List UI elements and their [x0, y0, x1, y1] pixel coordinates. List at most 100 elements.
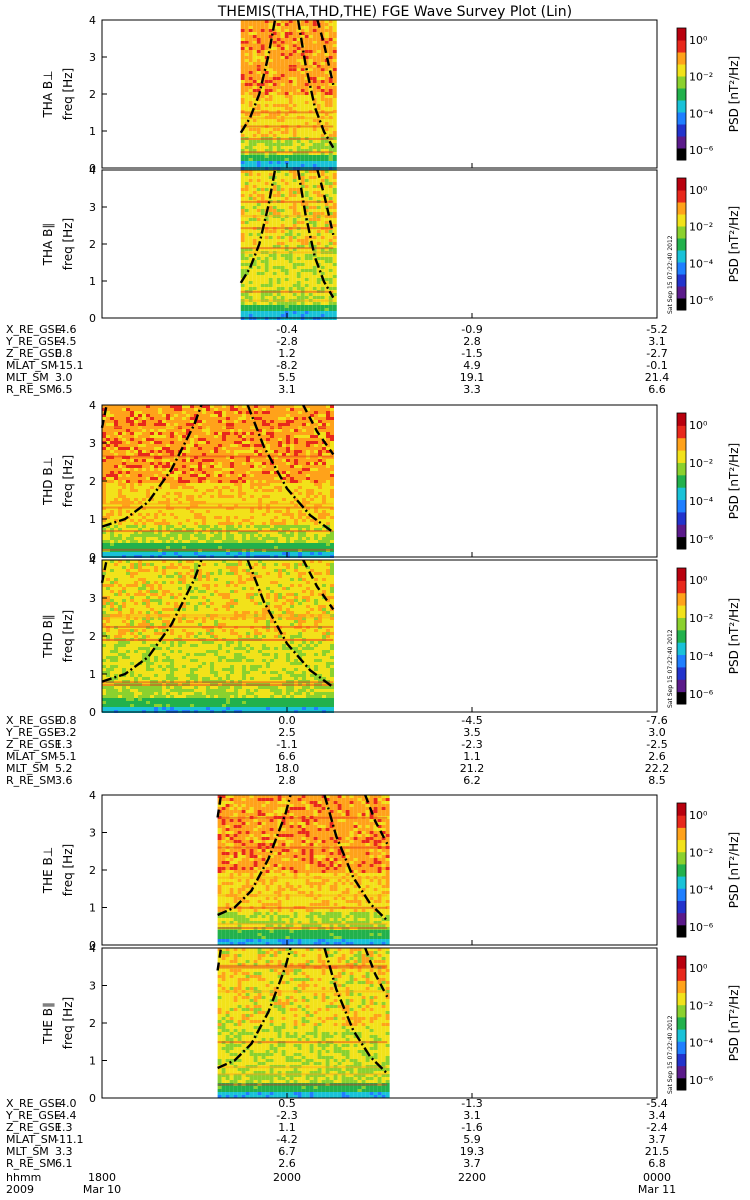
- colorbar-swatch: [677, 900, 686, 914]
- harmonic-streak: [217, 1073, 388, 1076]
- ephemeris-value: 3.1: [463, 1109, 481, 1122]
- colorbar: 10⁰ 10⁻² 10⁻⁴ 10⁻⁶ PSD [nT²/Hz]: [676, 27, 741, 161]
- colorbar-swatch: [677, 112, 686, 125]
- y-tick-label: 1: [89, 275, 96, 288]
- colorbar-tick-label: 10⁻⁴: [689, 650, 714, 663]
- panel-ylabel: THA B∥: [41, 223, 55, 267]
- colorbar-tick-label: 10⁰: [689, 184, 708, 197]
- harmonic-streak: [217, 964, 388, 967]
- spectrogram-panel: 0 1 2 3 4 THA B⊥ freq [Hz] 10⁰ 10⁻² 10⁻⁴ 10⁻⁶ PSD […: [41, 14, 741, 175]
- ephemeris-value: -2.7: [646, 347, 667, 360]
- colorbar-swatch: [677, 642, 686, 656]
- colorbar-swatch: [677, 178, 686, 191]
- harmonic-streak: [240, 251, 334, 254]
- harmonic-streak: [102, 530, 334, 533]
- timestamp-stamp: Sat Sep 15 07:22:40 2012: [667, 235, 674, 314]
- resonance-curve: [246, 404, 335, 534]
- spectrogram-panel: 0 1 2 3 4 THA B∥ freq [Hz] 10⁰ 10⁻² 10⁻⁴ 10⁻⁶ PSD […: [41, 164, 741, 325]
- colorbar-label: PSD [nT²/Hz]: [727, 832, 741, 908]
- colorbar-swatch: [677, 487, 686, 501]
- colorbar-swatch: [677, 100, 686, 113]
- ephemeris-row-label: Y_RE_GSE: [5, 335, 61, 348]
- panel-freq-label: freq [Hz]: [61, 997, 75, 1049]
- time-axis-year: 2009: [6, 1183, 34, 1196]
- ephemeris-value: 18.0: [275, 762, 300, 775]
- colorbar-frame: [676, 177, 687, 311]
- ephemeris-value: 1.2: [278, 347, 296, 360]
- ephemeris-row-label: MLT_SM: [6, 1145, 49, 1158]
- ephemeris-row-label: X_RE_GSE: [6, 714, 62, 727]
- resonance-curve: [101, 404, 203, 528]
- colorbar-tick-label: 10⁻⁴: [689, 495, 714, 508]
- harmonic-streak: [217, 922, 388, 925]
- ephemeris-value: -2.8: [276, 335, 297, 348]
- ephemeris-value: -1.3: [461, 1097, 482, 1110]
- harmonic-streak: [102, 625, 334, 628]
- colorbar-swatch: [677, 202, 686, 215]
- colorbar-swatch: [677, 250, 686, 263]
- harmonic-streak: [240, 299, 334, 302]
- ephemeris-value: 8.5: [648, 774, 666, 787]
- harmonic-streak: [240, 66, 334, 69]
- ephemeris-table: X_RE_GSE-0.8 0.0 -4.5 -7.6 Y_RE_GSE-3.2 2.5 3.…: [5, 714, 669, 787]
- colorbar-swatch: [677, 1004, 686, 1018]
- harmonic-streak: [217, 876, 388, 879]
- colorbar-swatch: [677, 40, 686, 53]
- y-tick-label: 0: [89, 1092, 96, 1105]
- colorbar: 10⁰ 10⁻² 10⁻⁴ 10⁻⁶ PSD [nT²/Hz]: [676, 177, 741, 311]
- harmonic-streak: [102, 502, 334, 505]
- spectrogram-panel: 0 1 2 3 4 THE B⊥ freq [Hz] 10⁰ 10⁻² 10⁻⁴ 10⁻⁶ PSD […: [41, 789, 741, 952]
- ephemeris-value: -8.2: [276, 359, 297, 372]
- ephemeris-value: 6.6: [648, 383, 666, 396]
- resonance-curve: [316, 169, 335, 236]
- ephemeris-value: 1.3: [55, 1121, 73, 1134]
- ephemeris-value: 3.0: [55, 371, 73, 384]
- colorbar-swatch: [677, 1065, 686, 1079]
- ephemeris-value: -4.2: [276, 1133, 297, 1146]
- ephemeris-row-label: MLAT_SM: [6, 1133, 57, 1146]
- ephemeris-value: 5.2: [55, 762, 73, 775]
- resonance-curve: [296, 169, 335, 299]
- harmonic-streak: [240, 151, 334, 154]
- colorbar-swatch: [677, 76, 686, 89]
- ephemeris-row-label: R_RE_SM: [6, 1157, 56, 1170]
- panel-ylabel: THD B⊥: [41, 457, 55, 506]
- harmonic-streak: [240, 125, 334, 128]
- y-tick-label: 2: [89, 238, 96, 251]
- ephemeris-row-label: MLAT_SM: [6, 359, 57, 372]
- panel-frame: [101, 169, 658, 319]
- harmonic-streak: [102, 548, 334, 551]
- probe-group-thd: 0 1 2 3 4 THD B⊥ freq [Hz] 10⁰ 10⁻² 10⁻⁴ 10⁻⁶ PSD […: [5, 399, 741, 787]
- colorbar-swatch: [677, 226, 686, 239]
- ephemeris-value: 3.6: [55, 774, 73, 787]
- colorbar-tick-label: 10⁻⁶: [689, 533, 714, 546]
- date-label-end: Mar 11: [638, 1183, 676, 1196]
- ephemeris-value: -2.3: [276, 1109, 297, 1122]
- colorbar-swatch: [677, 148, 686, 161]
- colorbar-swatch: [677, 654, 686, 668]
- time-axis-row-label: hhmm: [6, 1171, 41, 1184]
- ephemeris-value: 0.5: [278, 1097, 296, 1110]
- harmonic-streak: [217, 894, 388, 897]
- colorbar-frame: [676, 27, 687, 161]
- colorbar: 10⁰ 10⁻² 10⁻⁴ 10⁻⁶ PSD [nT²/Hz]: [676, 802, 741, 938]
- harmonic-streak: [102, 683, 334, 686]
- colorbar-swatch: [677, 605, 686, 618]
- y-tick-label: 2: [89, 88, 96, 101]
- ephemeris-value: 1.1: [278, 1121, 296, 1134]
- y-tick-label: 3: [89, 980, 96, 993]
- panel-freq-label: freq [Hz]: [61, 218, 75, 270]
- time-axis: hhmm 2009 1800 2000 2200 0000 Mar 10 Mar…: [6, 1171, 676, 1196]
- panel-freq-label: freq [Hz]: [61, 68, 75, 120]
- ephemeris-value: -4.5: [55, 335, 76, 348]
- spectrogram-panel: 0 1 2 3 4 THD B⊥ freq [Hz] 10⁰ 10⁻² 10⁻⁴ 10⁻⁶ PSD […: [41, 399, 741, 564]
- colorbar-swatch: [677, 1029, 686, 1042]
- harmonic-streak: [240, 247, 334, 250]
- resonance-curve: [217, 947, 292, 1070]
- ephemeris-value: 3.1: [648, 335, 666, 348]
- colorbar-swatch: [677, 912, 686, 926]
- ephemeris-value: 19.1: [460, 371, 485, 384]
- ephemeris-value: -2.5: [646, 738, 667, 751]
- colorbar-swatch: [677, 238, 686, 251]
- colorbar-label: PSD [nT²/Hz]: [727, 56, 741, 132]
